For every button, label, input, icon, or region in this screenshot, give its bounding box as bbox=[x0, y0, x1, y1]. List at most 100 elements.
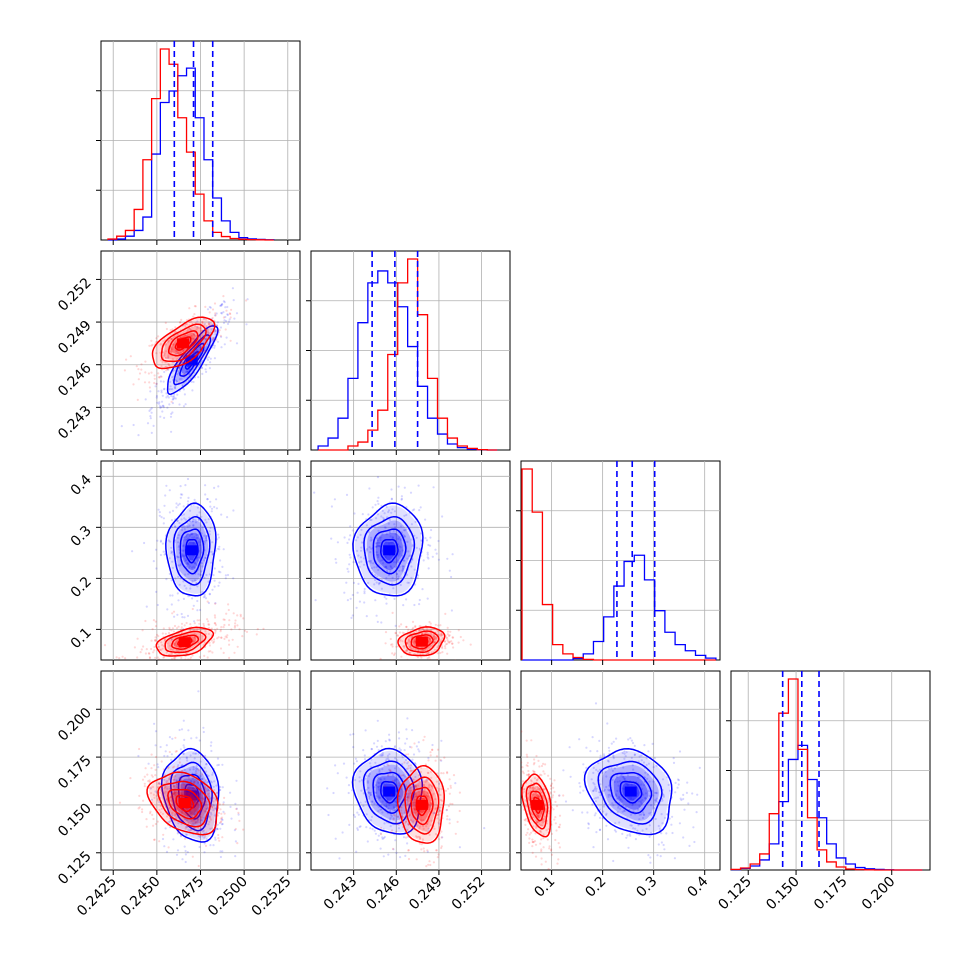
sample-point-red bbox=[418, 837, 422, 840]
sample-point-blue bbox=[185, 819, 189, 822]
sample-point-blue bbox=[587, 823, 590, 826]
sample-point-red bbox=[539, 829, 542, 832]
sample-point-blue bbox=[216, 823, 219, 826]
sample-point-red bbox=[205, 355, 208, 358]
sample-point-blue bbox=[381, 800, 384, 803]
sample-point-red bbox=[164, 790, 167, 793]
sample-point-red bbox=[115, 656, 118, 659]
sample-point-blue bbox=[671, 815, 674, 818]
sample-point-blue bbox=[622, 776, 625, 779]
sample-point-blue bbox=[176, 556, 179, 559]
sample-point-blue bbox=[221, 850, 224, 853]
sample-point-blue bbox=[192, 604, 195, 607]
sample-point-blue bbox=[219, 571, 222, 574]
sample-point-blue bbox=[377, 749, 380, 752]
sample-point-red bbox=[536, 786, 539, 789]
sample-point-blue bbox=[205, 536, 208, 539]
sample-point-red bbox=[227, 639, 231, 642]
sample-point-red bbox=[202, 624, 206, 627]
sample-point-blue bbox=[359, 825, 362, 828]
sample-point-blue bbox=[326, 787, 329, 790]
sample-point-red bbox=[228, 619, 231, 622]
sample-point-red bbox=[193, 305, 196, 308]
sample-point-blue bbox=[622, 766, 625, 769]
sample-point-blue bbox=[394, 800, 397, 804]
sample-point-blue bbox=[182, 752, 185, 755]
sample-point-red bbox=[196, 818, 199, 821]
sample-point-red bbox=[511, 768, 513, 770]
sample-point-blue bbox=[632, 798, 635, 801]
sample-point-blue bbox=[420, 532, 423, 535]
sample-point-red bbox=[421, 791, 424, 794]
sample-point-red bbox=[543, 820, 546, 823]
sample-point-blue bbox=[586, 811, 589, 814]
sample-point-blue bbox=[177, 370, 180, 373]
sample-point-red bbox=[400, 655, 403, 658]
sample-point-blue bbox=[602, 805, 605, 808]
pair-content bbox=[313, 476, 472, 663]
sample-point-blue bbox=[120, 425, 123, 428]
sample-point-blue bbox=[178, 728, 181, 732]
sample-point-red bbox=[391, 645, 394, 648]
sample-point-red bbox=[525, 739, 528, 742]
sample-point-red bbox=[171, 766, 175, 769]
sample-point-blue bbox=[368, 772, 371, 776]
sample-point-red bbox=[184, 827, 187, 830]
sample-point-blue bbox=[363, 590, 366, 593]
sample-point-red bbox=[197, 864, 200, 868]
sample-point-blue bbox=[209, 844, 212, 847]
sample-point-blue bbox=[214, 807, 217, 810]
sample-point-red bbox=[217, 636, 220, 639]
sample-point-blue bbox=[157, 390, 160, 393]
sample-point-blue bbox=[184, 573, 187, 576]
sample-point-blue bbox=[358, 600, 361, 603]
sample-point-red bbox=[202, 634, 205, 637]
sample-point-red bbox=[160, 807, 163, 810]
sample-point-blue bbox=[169, 388, 172, 391]
sample-point-blue bbox=[356, 549, 359, 552]
sample-point-blue bbox=[421, 588, 424, 591]
sample-point-blue bbox=[438, 809, 441, 812]
sample-point-blue bbox=[216, 321, 219, 324]
sample-point-blue bbox=[389, 816, 392, 819]
sample-point-blue bbox=[179, 563, 182, 566]
sample-point-blue bbox=[387, 853, 390, 856]
sample-point-red bbox=[409, 661, 411, 663]
sample-point-blue bbox=[195, 752, 198, 755]
sample-point-red bbox=[170, 657, 174, 660]
sample-point-blue bbox=[198, 556, 201, 559]
y-tick-label: 0.150 bbox=[55, 800, 95, 840]
sample-point-blue bbox=[163, 773, 166, 776]
sample-point-red bbox=[223, 812, 226, 815]
sample-point-red bbox=[414, 765, 417, 768]
sample-point-blue bbox=[154, 790, 157, 793]
sample-point-red bbox=[208, 341, 211, 344]
sample-point-blue bbox=[213, 486, 216, 489]
sample-point-red bbox=[422, 793, 425, 796]
sample-point-blue bbox=[191, 597, 194, 600]
sample-point-blue bbox=[170, 546, 173, 549]
sample-point-blue bbox=[335, 561, 338, 564]
sample-point-blue bbox=[593, 814, 596, 817]
sample-point-red bbox=[195, 802, 198, 805]
contour-red bbox=[146, 771, 219, 836]
sample-point-blue bbox=[661, 778, 665, 781]
sample-point-red bbox=[536, 820, 539, 824]
sample-point-red bbox=[432, 634, 436, 637]
sample-point-blue bbox=[225, 320, 228, 323]
sample-point-red bbox=[153, 665, 155, 667]
sample-point-blue bbox=[192, 787, 195, 790]
sample-point-blue bbox=[220, 346, 223, 349]
sample-point-blue bbox=[390, 541, 393, 544]
sample-point-blue bbox=[358, 561, 361, 564]
sample-point-blue bbox=[174, 525, 177, 528]
sample-point-red bbox=[185, 812, 188, 815]
sample-point-red bbox=[184, 658, 187, 660]
sample-point-blue bbox=[388, 738, 391, 741]
sample-point-blue bbox=[665, 832, 668, 835]
sample-point-blue bbox=[209, 500, 212, 503]
sample-point-red bbox=[554, 816, 557, 819]
sample-point-blue bbox=[396, 559, 399, 562]
sample-point-blue bbox=[638, 818, 641, 821]
sample-point-blue bbox=[184, 853, 187, 856]
